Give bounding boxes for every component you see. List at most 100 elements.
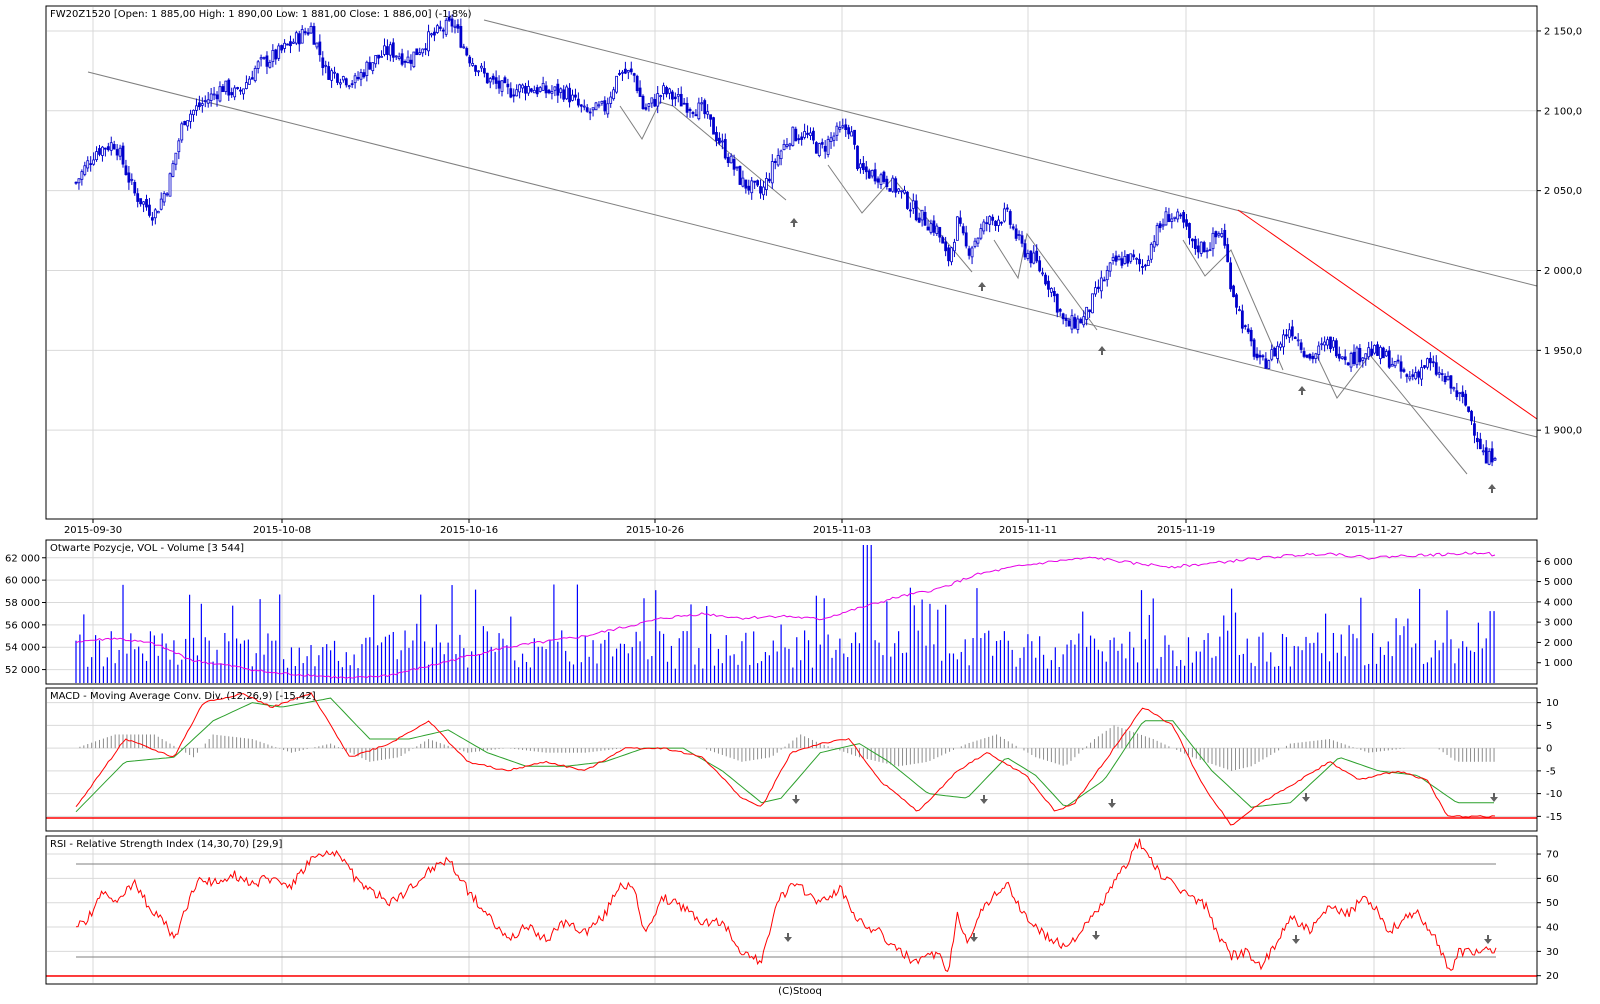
price-candle-body [306,32,310,35]
price-candle-body [377,54,381,59]
price-candle-body [518,84,522,93]
price-candle-body [253,67,257,82]
price-candle-body [415,48,419,56]
price-candle-body [1138,258,1141,265]
price-candle-body [1000,221,1003,224]
price-candle-body [844,124,848,130]
date-tick-label: 2015-11-27 [1345,525,1403,536]
up-arrow-icon [978,282,986,291]
price-candle-body [656,93,660,107]
price-candle-body [1384,351,1388,357]
up-arrow-icon [1488,484,1496,493]
price-candle-body [1014,228,1018,239]
price-candle-body [659,95,663,98]
price-candle-body [512,94,516,97]
up-arrow-icon [790,218,798,227]
rsi-y-tick-label: 60 [1546,874,1559,885]
price-candle-body [1264,358,1268,369]
price-candle-body [183,120,187,126]
price-candle-body [250,77,254,80]
macd-panel-frame [45,687,1538,832]
price-candle-body [820,142,824,145]
price-candle-body [1455,390,1459,398]
price-candle-body [535,87,539,95]
price-candle-body [156,210,160,214]
macd-arrows [792,793,1498,808]
price-candle-body [1038,260,1042,272]
rsi-y-tick-label: 70 [1546,850,1559,861]
price-candle-body [1055,293,1059,313]
price-candle-body [1428,357,1432,364]
price-candle-body [242,88,245,95]
price-candle-body [112,144,116,150]
price-candle-body [747,185,751,191]
price-y-tick-label: 1 900,0 [1544,426,1582,437]
price-candle-body [618,72,621,75]
price-candle-body [838,127,842,130]
price-candle-body [1346,362,1350,366]
price-candle-body [1285,334,1288,337]
price-candle-body [200,103,204,106]
price-candle-body [873,169,877,182]
price-candle-body [917,217,921,223]
open-interest-line [75,551,1496,679]
price-candle-body [1243,325,1247,328]
price-candle-body [976,237,980,244]
price-candle-body [832,135,836,141]
price-candle-body [1296,339,1300,342]
open-interest-tick-label: 54 000 [5,643,40,654]
price-candle-body [1287,329,1291,338]
price-candle-body [1152,241,1156,248]
volume-tick-label: 2 000 [1544,638,1573,649]
date-tick-label: 2015-10-26 [626,525,684,536]
price-candle-body [292,41,295,44]
price-candle-body [333,71,336,74]
price-candle-body [1370,348,1374,356]
price-candle-body [289,41,292,47]
price-candle-body [480,65,483,69]
price-candle-body [579,104,583,107]
rsi-y-tick-label: 40 [1546,923,1559,934]
price-candle-body [1120,258,1124,266]
price-candle-body [961,226,965,234]
volume-panel-frame [45,539,1538,685]
price-candle-body [221,86,225,93]
rsi-arrows [784,931,1492,944]
price-candle-body [665,87,668,95]
price-candle-body [1114,255,1118,262]
rsi-y-tick-label: 20 [1546,971,1559,982]
price-candle-body [353,75,357,84]
price-candle-body [1440,373,1444,376]
price-candle-body [133,181,137,194]
price-candle-body [1047,280,1050,290]
price-candle-body [1008,211,1012,225]
price-candle-body [1094,287,1097,295]
price-candle-body [803,131,807,138]
price-candle-body [950,247,953,263]
price-candle-body [1352,351,1356,365]
volume-tick-label: 4 000 [1544,597,1573,608]
price-candle-body [879,174,883,185]
price-candle-body [1390,363,1394,367]
price-candle-body [723,139,727,159]
price-candle-body [532,89,536,94]
price-candle-body [1041,272,1044,275]
macd-line [75,692,1496,826]
price-candle-body [900,190,903,193]
price-candle-body [474,65,477,72]
price-candle-body [1373,344,1376,354]
price-candle-body [244,82,248,89]
price-candle-body [906,191,909,209]
price-candle-body [427,31,430,52]
price-candle-body [124,165,128,176]
date-tick-label: 2015-11-11 [999,525,1057,536]
price-candle-body [521,84,524,89]
date-tick-label: 2015-11-03 [813,525,871,536]
price-candle-body [435,25,439,33]
price-candle-body [797,138,801,141]
price-candle-body [571,94,574,101]
price-candle-body [318,41,322,56]
down-arrow-icon [792,795,800,804]
price-candle-body [421,48,425,54]
price-candle-body [685,102,689,113]
